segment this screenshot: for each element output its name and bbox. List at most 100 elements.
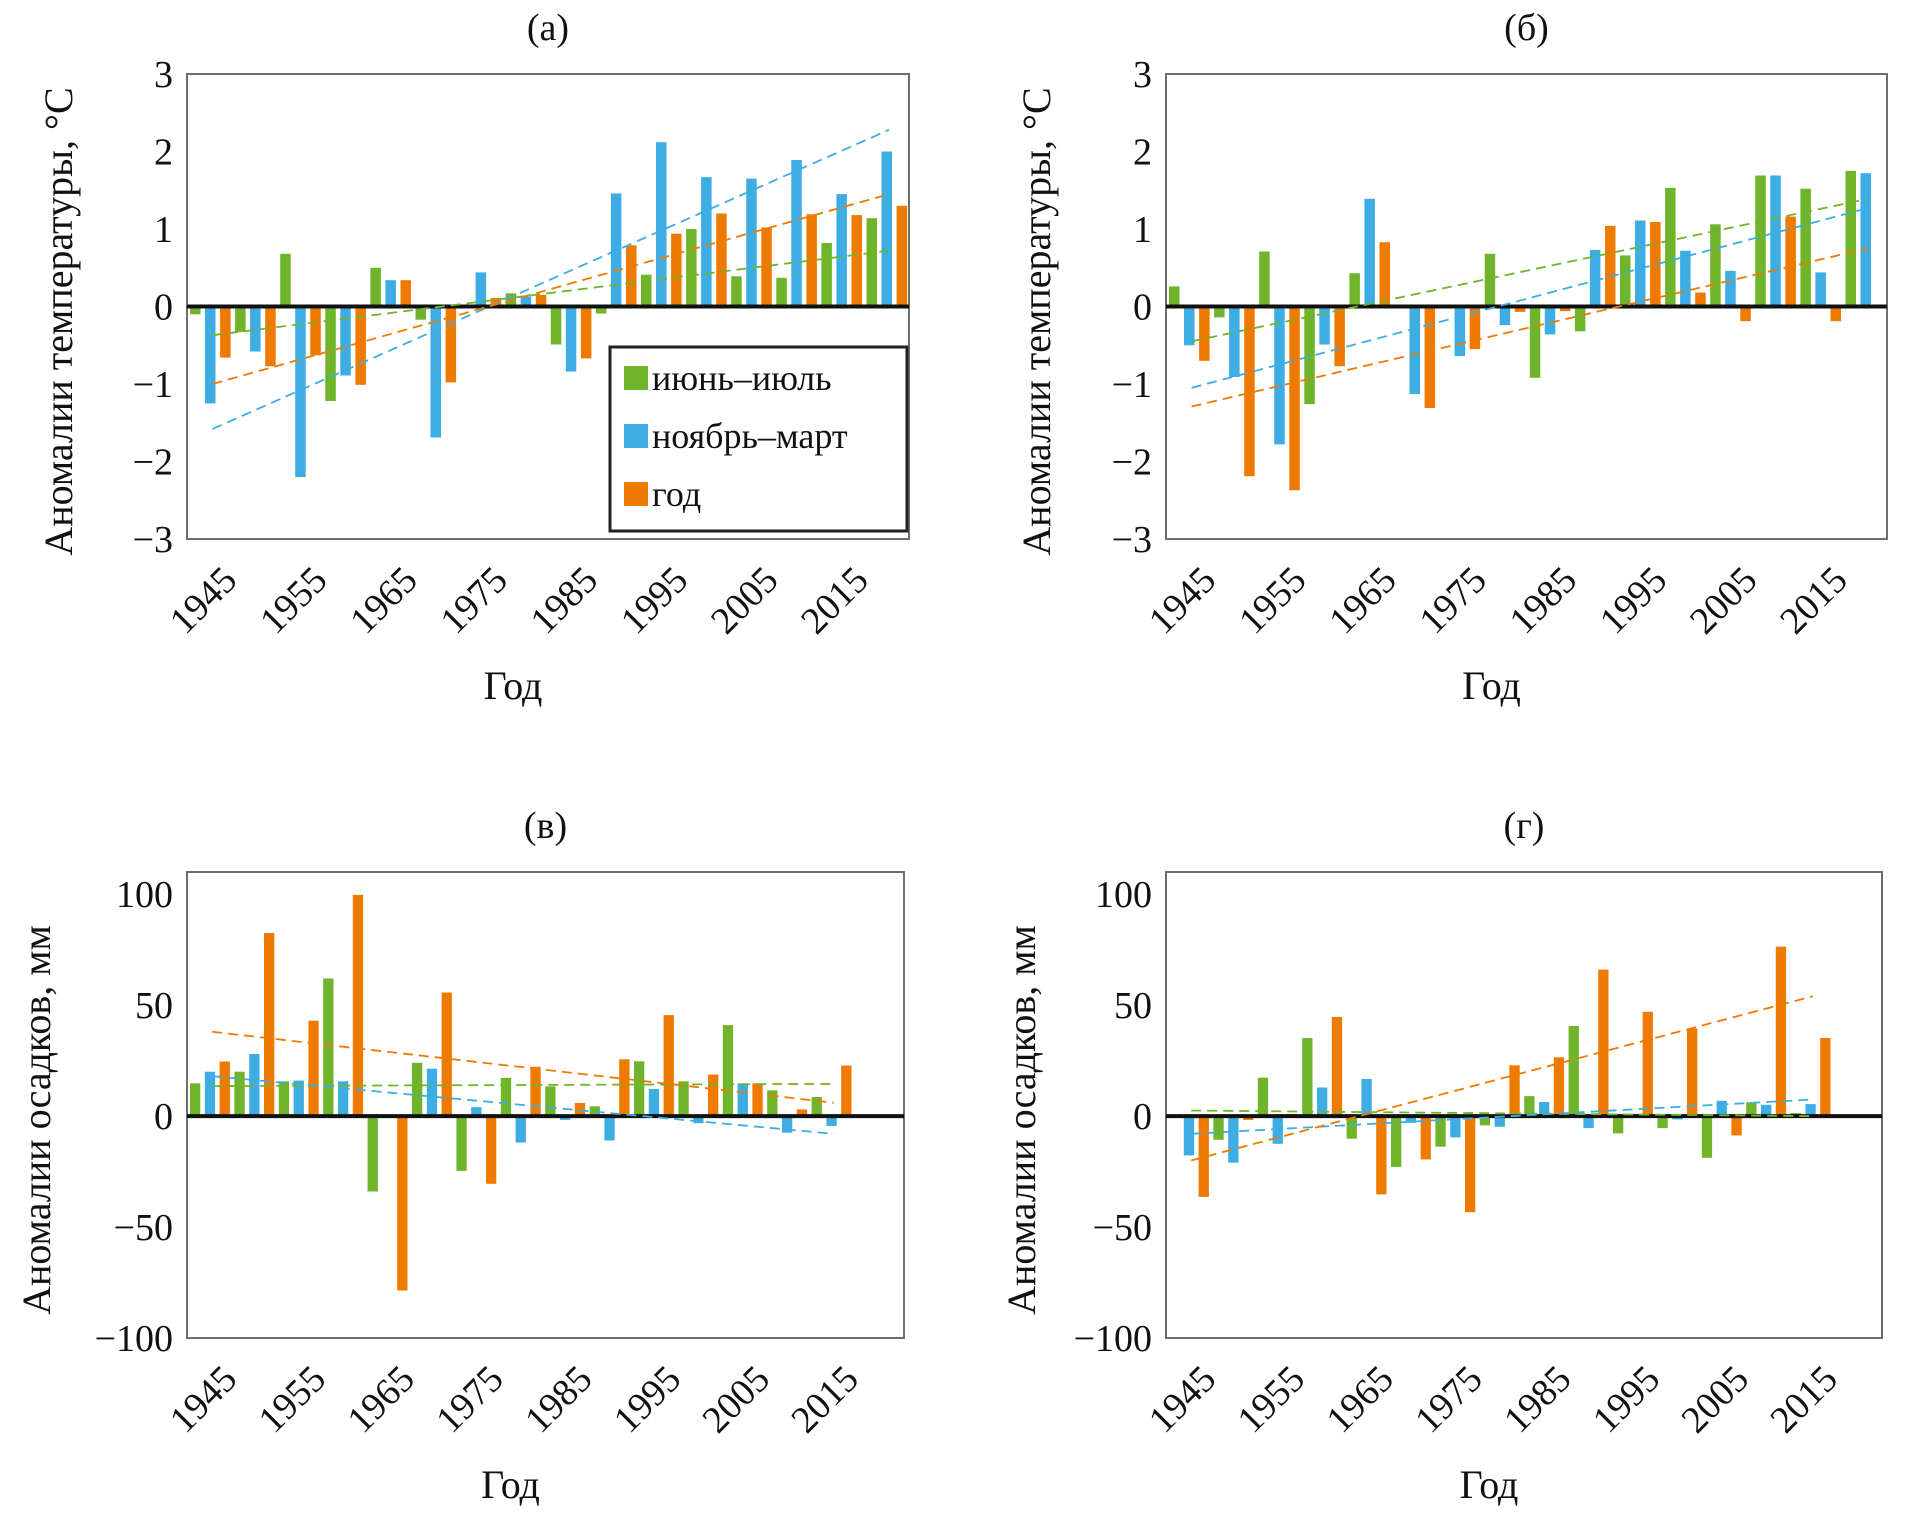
bar-year — [1598, 969, 1609, 1117]
x-tick-label: 1995 — [1592, 559, 1675, 642]
bar-year — [1198, 1116, 1209, 1197]
x-tick-label: 2015 — [1772, 559, 1855, 642]
y-tick-label: −100 — [95, 1318, 173, 1360]
bar-year — [1199, 306, 1210, 361]
x-tick-label: 1985 — [517, 1358, 600, 1441]
y-tick-label: −1 — [133, 364, 173, 406]
y-tick-label: 0 — [154, 287, 173, 329]
bar-year — [796, 1109, 808, 1117]
x-tick-label: 1975 — [432, 559, 515, 642]
bar-year — [1379, 242, 1390, 307]
bar-nov_march — [204, 1071, 216, 1117]
bar-june_july — [500, 1077, 512, 1117]
bar-nov_march — [836, 194, 847, 307]
bar-year — [397, 1116, 408, 1291]
bar-year — [400, 280, 411, 307]
y-tick-label: 1 — [1133, 209, 1152, 251]
bar-june_july — [323, 978, 334, 1117]
plot-frame — [186, 871, 905, 1339]
bar-year — [1424, 306, 1436, 408]
bar-nov_march — [338, 1081, 349, 1117]
bar-nov_march — [515, 1116, 526, 1143]
bar-year — [580, 306, 592, 359]
x-tick-label: 1955 — [251, 1358, 334, 1441]
bar-nov_march — [1317, 1087, 1328, 1117]
trend-line-year — [1190, 995, 1814, 1162]
x-tick-label: 1945 — [1141, 559, 1224, 642]
bar-june_july — [641, 274, 652, 307]
legend-swatch-nov_march — [624, 424, 648, 448]
x-tick-label: 2005 — [1682, 559, 1765, 642]
bar-nov_march — [881, 151, 892, 307]
x-tick-label: 2015 — [793, 559, 876, 642]
bar-june_july — [1701, 1116, 1713, 1158]
bar-year — [490, 298, 502, 307]
y-axis-title: Аномалии осадков, мм — [999, 925, 1044, 1315]
x-tick-label: 1955 — [1230, 1358, 1313, 1441]
bar-year — [752, 1083, 763, 1117]
bar-june_july — [686, 229, 697, 307]
bar-nov_march — [1635, 220, 1646, 307]
bar-june_july — [1435, 1116, 1446, 1147]
bar-june_july — [190, 306, 201, 315]
bar-june_july — [1845, 170, 1856, 307]
legend-label: июнь–июль — [652, 358, 832, 398]
bar-june_july — [1214, 306, 1225, 318]
bar-nov_march — [1228, 1116, 1239, 1163]
trend-line-year — [1191, 247, 1869, 408]
bar-year — [1331, 1016, 1343, 1117]
bar-nov_march — [737, 1083, 748, 1117]
bar-nov_march — [430, 306, 441, 438]
y-tick-label: 50 — [135, 985, 173, 1027]
bar-year — [265, 306, 276, 367]
bar-nov_march — [1405, 1116, 1417, 1123]
panel-title: (в) — [524, 805, 567, 847]
bar-year — [1289, 306, 1300, 491]
y-tick-label: −2 — [1112, 442, 1152, 484]
bar-nov_march — [1539, 1102, 1550, 1117]
bar-nov_march — [1860, 173, 1871, 307]
bar-year — [1469, 306, 1481, 350]
bar-june_july — [550, 306, 562, 345]
bar-june_july — [1613, 1116, 1624, 1134]
bar-year — [841, 1065, 852, 1117]
bar-year — [535, 294, 547, 307]
bar-june_july — [1391, 1116, 1402, 1167]
bar-nov_march — [340, 306, 351, 376]
x-tick-label: 1985 — [1502, 559, 1585, 642]
bar-june_july — [1213, 1116, 1224, 1140]
legend: июнь–июль ноябрь–март год — [608, 345, 909, 533]
y-axis-title: Аномалии осадков, мм — [14, 925, 59, 1315]
bar-year — [355, 306, 366, 385]
bar-year — [1731, 1116, 1742, 1136]
bar-june_july — [821, 243, 832, 307]
bar-nov_march — [1184, 306, 1195, 346]
bar-nov_march — [782, 1116, 793, 1133]
bar-june_july — [1746, 1102, 1757, 1117]
bar-year — [1605, 225, 1616, 307]
bar-year — [308, 1020, 319, 1117]
bar-year — [619, 1059, 630, 1117]
y-axis-title: Аномалии температуры, °С — [1014, 87, 1059, 555]
trend-line-nov_march — [212, 128, 890, 430]
bar-june_july — [1620, 255, 1631, 307]
bar-june_july — [278, 1081, 290, 1117]
bar-year — [310, 306, 321, 356]
bar-year — [1514, 306, 1526, 312]
bar-june_july — [595, 306, 607, 314]
chart-panel-g: (г) 100 50 0 −50 −100 Аномалии осадков, мм 1945… — [999, 805, 1883, 1507]
bar-june_july — [1349, 273, 1360, 307]
trend-line-nov_march — [1191, 207, 1869, 389]
bar-year — [761, 227, 772, 307]
x-tick-label: 1995 — [1585, 1358, 1668, 1441]
y-tick-label: 0 — [1133, 287, 1152, 329]
chart-panel-a: (а) 3 2 1 0 −1 −2 −3 Аномалии температуры, °С 194… — [36, 7, 910, 708]
x-tick-label: 1975 — [1411, 559, 1494, 642]
bar-year — [486, 1116, 497, 1184]
y-tick-label: −3 — [1112, 519, 1152, 561]
bar-nov_march — [1319, 306, 1330, 345]
panel-title: (а) — [527, 7, 569, 49]
x-tick-label: 1965 — [342, 559, 425, 642]
y-tick-label: 0 — [154, 1096, 173, 1138]
bar-year — [1244, 306, 1255, 477]
